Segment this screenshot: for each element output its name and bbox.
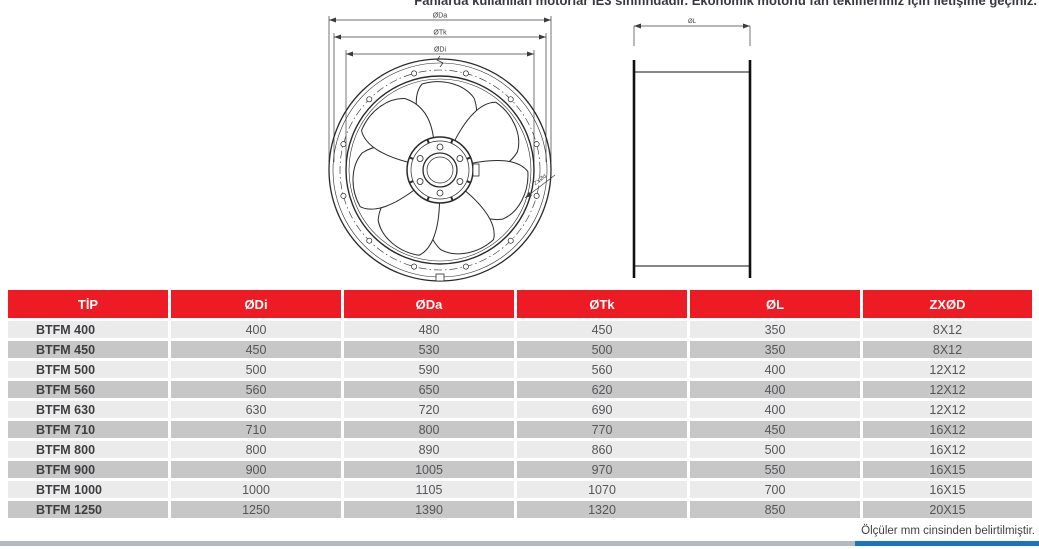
table-cell: 700 bbox=[690, 481, 860, 498]
table-cell: 450 bbox=[690, 421, 860, 438]
table-cell: 590 bbox=[344, 361, 514, 378]
table-cell: 860 bbox=[517, 441, 687, 458]
model-cell: BTFM 630 bbox=[8, 401, 168, 418]
model-cell: BTFM 1250 bbox=[8, 501, 168, 518]
table-cell: 20X15 bbox=[863, 501, 1032, 518]
table-cell: 500 bbox=[690, 441, 860, 458]
table-cell: 350 bbox=[690, 321, 860, 338]
table-cell: 450 bbox=[517, 321, 687, 338]
table-cell: 720 bbox=[344, 401, 514, 418]
bottom-bar-accent bbox=[855, 541, 1039, 546]
dimension-lines bbox=[328, 16, 552, 162]
table-cell: 890 bbox=[344, 441, 514, 458]
dim-label-ol: ØL bbox=[688, 19, 697, 25]
table-cell: 500 bbox=[517, 341, 687, 358]
table-cell: 630 bbox=[171, 401, 341, 418]
table-cell: 970 bbox=[517, 461, 687, 478]
table-cell: 16X12 bbox=[863, 421, 1032, 438]
table-cell: 400 bbox=[690, 401, 860, 418]
model-cell: BTFM 450 bbox=[8, 341, 168, 358]
bottom-divider-bar bbox=[0, 541, 1039, 546]
table-cell: 12X12 bbox=[863, 361, 1032, 378]
table-cell: 8X12 bbox=[863, 321, 1032, 338]
model-cell: BTFM 710 bbox=[8, 421, 168, 438]
table-cell: 16X15 bbox=[863, 461, 1032, 478]
dim-label-otk: ØTk bbox=[433, 30, 447, 37]
table-cell: 770 bbox=[517, 421, 687, 438]
table-cell: 400 bbox=[690, 361, 860, 378]
model-cell: BTFM 800 bbox=[8, 441, 168, 458]
flange-tabs bbox=[435, 55, 445, 282]
table-cell: 1005 bbox=[344, 461, 514, 478]
column-header-zxod: ZXØD bbox=[863, 290, 1032, 318]
table-row: BTFM 800 800 890 860 500 16X12 bbox=[8, 441, 1032, 458]
dim-label-odi: ØDi bbox=[434, 47, 447, 54]
table-cell: 12X12 bbox=[863, 381, 1032, 398]
table-row: BTFM 450 450 530 500 350 8X12 bbox=[8, 341, 1032, 358]
table-row: BTFM 630 630 720 690 400 12X12 bbox=[8, 401, 1032, 418]
table-cell: 1105 bbox=[344, 481, 514, 498]
table-cell: 400 bbox=[171, 321, 341, 338]
table-cell: 1390 bbox=[344, 501, 514, 518]
table-cell: 8X12 bbox=[863, 341, 1032, 358]
table-cell: 16X12 bbox=[863, 441, 1032, 458]
fan-side-view-drawing: ØL bbox=[632, 19, 752, 278]
table-cell: 690 bbox=[517, 401, 687, 418]
table-cell: 900 bbox=[171, 461, 341, 478]
table-cell: 480 bbox=[344, 321, 514, 338]
table-cell: 1320 bbox=[517, 501, 687, 518]
table-cell: 1070 bbox=[517, 481, 687, 498]
table-cell: 560 bbox=[517, 361, 687, 378]
model-cell: BTFM 1000 bbox=[8, 481, 168, 498]
table-cell: 560 bbox=[171, 381, 341, 398]
table-row: BTFM 560 560 650 620 400 12X12 bbox=[8, 381, 1032, 398]
model-cell: BTFM 900 bbox=[8, 461, 168, 478]
table-cell: 400 bbox=[690, 381, 860, 398]
table-row: BTFM 400 400 480 450 350 8X12 bbox=[8, 321, 1032, 338]
table-cell: 800 bbox=[344, 421, 514, 438]
column-header-odi: ØDi bbox=[171, 290, 341, 318]
flange-bolt-holes bbox=[340, 70, 540, 270]
model-cell: BTFM 400 bbox=[8, 321, 168, 338]
column-header-otk: ØTk bbox=[517, 290, 687, 318]
table-row: BTFM 1250 1250 1390 1320 850 20X15 bbox=[8, 501, 1032, 518]
table-cell: 1250 bbox=[171, 501, 341, 518]
table-row: BTFM 710 710 800 770 450 16X12 bbox=[8, 421, 1032, 438]
model-cell: BTFM 500 bbox=[8, 361, 168, 378]
table-cell: 500 bbox=[171, 361, 341, 378]
table-cell: 850 bbox=[690, 501, 860, 518]
table-cell: 530 bbox=[344, 341, 514, 358]
table-row: BTFM 900 900 1005 970 550 16X15 bbox=[8, 461, 1032, 478]
column-header-oda: ØDa bbox=[344, 290, 514, 318]
table-header-row: TİP ØDi ØDa ØTk ØL ZXØD bbox=[8, 290, 1032, 318]
table-cell: 350 bbox=[690, 341, 860, 358]
table-cell: 12X12 bbox=[863, 401, 1032, 418]
fan-front-view-drawing: ØDa ØTk ØDi bbox=[328, 13, 556, 282]
table-row: BTFM 500 500 590 560 400 12X12 bbox=[8, 361, 1032, 378]
table-cell: 650 bbox=[344, 381, 514, 398]
dim-label-oda: ØDa bbox=[433, 13, 448, 20]
casing-outline bbox=[632, 60, 752, 278]
table-row: BTFM 1000 1000 1105 1070 700 16X15 bbox=[8, 481, 1032, 498]
column-header-ol: ØL bbox=[690, 290, 860, 318]
table-cell: 710 bbox=[171, 421, 341, 438]
table-cell: 800 bbox=[171, 441, 341, 458]
units-note: Ölçüler mm cinsinden belirtilmiştir. bbox=[861, 525, 1035, 537]
top-note: Fanlarda kullanılan motorlar IE3 sınıfın… bbox=[414, 0, 1037, 8]
fan-hub bbox=[406, 136, 480, 204]
side-dimension-line bbox=[633, 23, 751, 46]
table-cell: 16X15 bbox=[863, 481, 1032, 498]
dimensions-table: TİP ØDi ØDa ØTk ØL ZXØD BTFM 400 400 480 45… bbox=[5, 287, 1035, 521]
column-header-tip: TİP bbox=[8, 290, 168, 318]
table-cell: 1000 bbox=[171, 481, 341, 498]
table-cell: 450 bbox=[171, 341, 341, 358]
model-cell: BTFM 560 bbox=[8, 381, 168, 398]
table-cell: 550 bbox=[690, 461, 860, 478]
table-cell: 620 bbox=[517, 381, 687, 398]
